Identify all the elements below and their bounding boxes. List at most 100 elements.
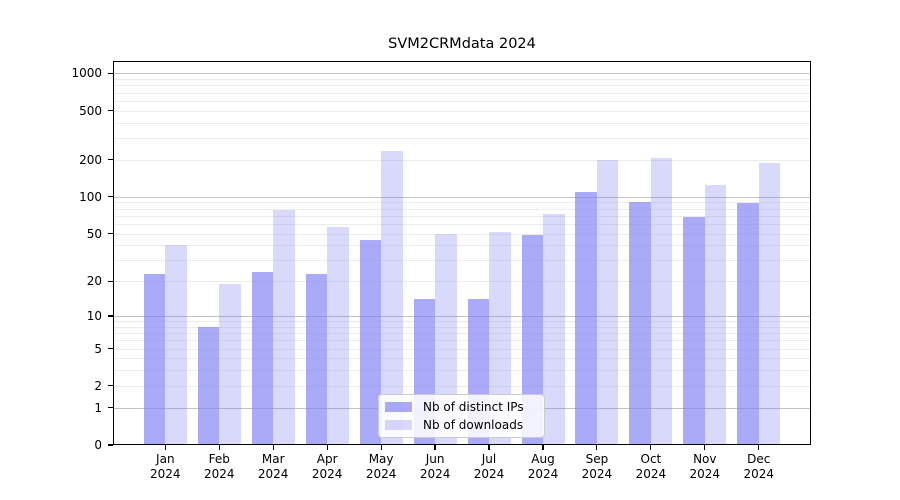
- y-tick-label: 1000: [71, 66, 102, 81]
- legend-swatch-downloads: [385, 420, 412, 430]
- minor-gridline: [113, 138, 811, 139]
- minor-gridline: [113, 202, 811, 204]
- y-tick-mark: [108, 232, 113, 235]
- x-tick-label: Jan 2024: [150, 452, 181, 481]
- bar-jan-distinct-ips: [143, 274, 166, 445]
- bar-feb-distinct-ips: [197, 326, 220, 445]
- y-tick-mark: [108, 385, 113, 387]
- minor-gridline: [113, 215, 811, 217]
- bar-jul-downloads: [489, 231, 511, 445]
- minor-gridline: [113, 326, 811, 328]
- y-tick-label: 0: [94, 438, 102, 452]
- legend-label-distinct-ips: Nb of distinct IPs: [423, 400, 524, 414]
- y-tick-mark: [108, 407, 113, 409]
- bar-dec-distinct-ips: [737, 203, 759, 445]
- bar-sep-downloads: [596, 159, 619, 445]
- y-tick-mark: [108, 72, 113, 74]
- bar-may-downloads: [381, 151, 403, 445]
- minor-gridline: [113, 85, 811, 87]
- x-tick-label: Mar 2024: [257, 452, 289, 481]
- y-tick-mark: [108, 348, 113, 350]
- major-gridline: [113, 73, 811, 75]
- minor-gridline: [113, 159, 811, 161]
- x-tick-mark: [488, 445, 490, 450]
- minor-gridline: [113, 92, 811, 94]
- x-tick-label: Aug 2024: [527, 452, 559, 481]
- bar-mar-distinct-ips: [251, 271, 274, 445]
- bar-nov-downloads: [704, 184, 727, 445]
- minor-gridline: [113, 370, 811, 372]
- minor-gridline: [113, 340, 811, 342]
- major-gridline: [113, 196, 811, 198]
- x-tick-mark: [650, 445, 652, 450]
- minor-gridline: [113, 260, 811, 262]
- minor-gridline: [113, 281, 811, 283]
- bar-oct-distinct-ips: [629, 201, 651, 445]
- bar-mar-downloads: [273, 210, 295, 445]
- x-tick-mark: [380, 445, 382, 450]
- y-tick-label: 10: [86, 309, 102, 323]
- y-tick-label: 500: [79, 103, 102, 118]
- x-tick-mark: [758, 445, 760, 450]
- y-tick-mark: [108, 196, 113, 198]
- bar-dec-downloads: [758, 162, 781, 445]
- y-tick-label: 1: [94, 400, 102, 415]
- x-tick-label: Sep 2024: [581, 452, 613, 481]
- y-tick-mark: [108, 444, 113, 446]
- bar-aug-distinct-ips: [521, 234, 543, 445]
- minor-gridline: [113, 79, 811, 81]
- bar-nov-distinct-ips: [683, 217, 705, 445]
- y-tick-label: 100: [79, 189, 102, 204]
- x-tick-mark: [704, 445, 706, 450]
- x-tick-mark: [326, 445, 328, 450]
- x-tick-label: May 2024: [365, 452, 397, 481]
- x-tick-label: Jul 2024: [473, 452, 505, 481]
- legend-swatch-distinct-ips: [385, 402, 412, 412]
- x-tick-label: Dec 2024: [743, 452, 775, 481]
- legend-item-distinct-ips: Nb of distinct IPs: [385, 399, 537, 415]
- x-tick-mark: [434, 445, 436, 450]
- plot-area: [113, 61, 811, 445]
- x-tick-label: Nov 2024: [689, 452, 721, 481]
- y-tick-mark: [108, 110, 113, 112]
- bar-sep-distinct-ips: [575, 191, 597, 445]
- bar-apr-distinct-ips: [305, 274, 328, 445]
- minor-gridline: [113, 122, 811, 124]
- bar-jun-downloads: [435, 233, 457, 445]
- bar-may-distinct-ips: [359, 240, 382, 445]
- minor-gridline: [113, 110, 811, 112]
- x-tick-label: Apr 2024: [311, 452, 343, 481]
- y-tick-label: 5: [94, 341, 102, 356]
- y-tick-label: 200: [79, 152, 102, 167]
- y-tick-label: 20: [86, 274, 102, 289]
- legend-item-downloads: Nb of downloads: [385, 417, 537, 433]
- x-tick-label: Oct 2024: [635, 452, 667, 481]
- minor-gridline: [113, 100, 811, 102]
- minor-gridline: [113, 358, 811, 360]
- minor-gridline: [113, 245, 811, 247]
- y-tick-mark: [108, 315, 113, 317]
- y-tick-mark: [108, 159, 113, 161]
- minor-gridline: [113, 223, 811, 225]
- minor-gridline: [113, 321, 811, 323]
- minor-gridline: [113, 385, 811, 387]
- x-tick-label: Feb 2024: [204, 452, 235, 481]
- bar-feb-downloads: [219, 283, 241, 445]
- minor-gridline: [113, 333, 811, 335]
- minor-gridline: [113, 233, 811, 235]
- minor-gridline: [113, 208, 811, 210]
- bar-jan-downloads: [165, 245, 187, 445]
- bar-aug-downloads: [543, 213, 565, 445]
- y-tick-label: 50: [86, 226, 102, 241]
- x-tick-mark: [596, 445, 598, 450]
- x-tick-mark: [542, 445, 544, 450]
- y-tick-mark: [108, 280, 113, 282]
- y-tick-label: 2: [94, 378, 102, 393]
- bar-oct-downloads: [650, 158, 673, 445]
- minor-gridline: [113, 348, 811, 350]
- x-tick-mark: [218, 445, 220, 450]
- bar-apr-downloads: [327, 226, 349, 445]
- x-tick-label: Jun 2024: [419, 452, 451, 481]
- legend: Nb of distinct IPs Nb of downloads: [378, 394, 545, 438]
